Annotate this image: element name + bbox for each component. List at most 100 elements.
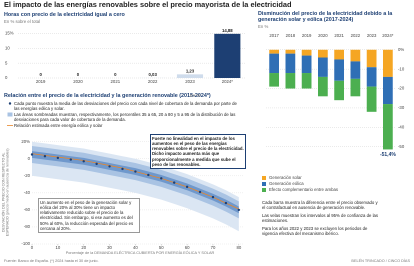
bar-segment	[301, 55, 312, 74]
chart-title: Relación entre el precio de la electrici…	[4, 93, 211, 99]
point	[30, 153, 34, 156]
bar-segment	[285, 73, 296, 89]
bar-segment	[383, 76, 393, 105]
bar-segment	[366, 86, 377, 112]
point	[43, 154, 47, 158]
x-tick-label: 0	[31, 245, 34, 250]
x-tick-label: 30	[107, 245, 112, 250]
point	[147, 173, 150, 177]
bar-segment	[269, 73, 279, 87]
x-tick-label: 70	[211, 245, 216, 250]
legend-label: Generación eólica	[269, 181, 304, 186]
point	[121, 167, 124, 171]
annotation: Un aumento en el peso de la generación s…	[38, 198, 140, 233]
x-tick-label: 2020	[73, 79, 83, 84]
value-label: 0	[77, 72, 80, 77]
y-tick-label: 5	[5, 60, 8, 65]
y-tick-label: -40	[398, 124, 405, 129]
bar-segment	[334, 80, 344, 101]
legend-label: Cada punto muestra la media de las desvi…	[14, 101, 237, 112]
value-label: 0	[39, 72, 42, 77]
bar	[176, 74, 204, 78]
point	[69, 158, 72, 161]
x-tick-label: 2018	[286, 33, 296, 38]
page-title: El impacto de las energías renovables so…	[4, 0, 292, 9]
point	[160, 177, 163, 180]
chart-title: Disminución del precio de la electricida…	[258, 11, 393, 24]
bar-segment	[285, 49, 296, 54]
note: Para los años 2022 y 2023 se excluyen lo…	[262, 226, 368, 237]
value-label: 0	[114, 72, 117, 77]
bar-segment	[285, 53, 296, 74]
chart-subtitle: En %	[258, 24, 269, 29]
x-tick-label: 2019	[302, 33, 312, 38]
point	[237, 208, 241, 212]
bar-segment	[350, 49, 361, 62]
legend-swatch	[8, 102, 12, 105]
note: Cada barra muestra la diferencia entre e…	[262, 200, 378, 211]
point	[82, 160, 85, 163]
x-tick-label: 2020	[318, 33, 328, 38]
source: Fuente: Banco de España. (*) 2024 hasta …	[4, 259, 99, 263]
x-tick-label: 2023	[185, 79, 195, 84]
bar-segment	[269, 49, 279, 54]
percentile-band	[32, 151, 239, 214]
y-tick-label: -40	[24, 190, 31, 195]
point	[211, 195, 215, 199]
point	[198, 190, 202, 194]
value-label: 0,03	[148, 72, 157, 77]
y-tick-label: 0	[28, 156, 31, 161]
bar-segment	[301, 73, 312, 89]
point	[185, 185, 189, 189]
bar-segment	[334, 59, 344, 81]
point	[134, 170, 137, 173]
annotation: -51,4%	[380, 152, 396, 158]
bar-segment	[334, 49, 344, 60]
legend-swatch	[262, 182, 266, 186]
bar-segment	[318, 49, 328, 58]
point	[172, 181, 176, 184]
legend-label: Efecto complementario entre ambas	[269, 187, 338, 192]
x-tick-label: 40	[133, 245, 138, 250]
bar-segment	[318, 76, 328, 97]
bar-segment	[366, 67, 377, 87]
legend-label: Las áreas sombreadas muestran, respectiv…	[14, 112, 236, 123]
y-tick-label: -10	[398, 66, 405, 71]
value-label: 14,88	[222, 28, 233, 33]
legend-label: Generación solar	[269, 175, 302, 180]
y-tick-label: 15%	[5, 31, 14, 36]
chart-title: Horas con precio de la electricidad igua…	[4, 12, 125, 18]
bar-segment	[350, 78, 361, 97]
point	[95, 162, 98, 166]
x-tick-label: 60	[185, 245, 190, 250]
point	[224, 201, 228, 205]
legend-swatch	[262, 188, 266, 192]
chart-subtitle: En %	[190, 93, 201, 98]
y-axis-label: DESVIACIÓN DEL PRECIO CON RESPECTO AL ES…	[1, 148, 10, 237]
x-tick-label: 2024*	[382, 33, 394, 38]
y-tick-label: -20	[398, 86, 405, 91]
y-tick-label: -30	[398, 105, 405, 110]
y-tick-label: -100	[21, 241, 30, 246]
y-tick-label: -60	[24, 207, 31, 212]
legend-swatch	[7, 112, 13, 117]
note: Las velas muestran los intervalos al 95%…	[262, 213, 379, 224]
annotation: Fuerte no linealidad en el impacto de lo…	[150, 134, 246, 169]
x-tick-label: 10	[55, 245, 60, 250]
x-tick-label: 20	[81, 245, 86, 250]
bar-segment	[350, 61, 361, 79]
y-tick-label: -20	[24, 173, 31, 178]
point	[56, 156, 60, 160]
chart-subtitle: En % sobre el total	[4, 19, 41, 24]
legend-swatch	[262, 176, 266, 180]
y-tick-label: 0	[5, 75, 8, 80]
x-axis-label: Porcentaje de la DEMANDA ELÉCTRICA CUBIE…	[65, 251, 215, 255]
bar-segment	[301, 49, 312, 56]
bar-segment	[383, 104, 393, 150]
x-tick-label: 2021	[111, 79, 121, 84]
legend-label: Relación estimada entre energía eólica y…	[14, 123, 103, 128]
bar-segment	[269, 53, 279, 74]
x-tick-label: 2023	[367, 33, 377, 38]
